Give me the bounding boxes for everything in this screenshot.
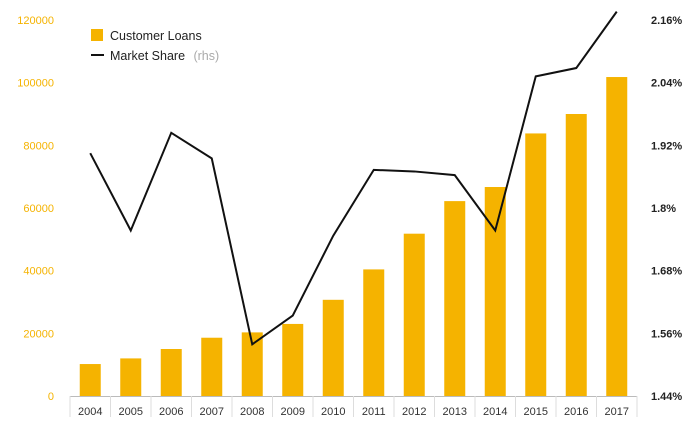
market-share-line bbox=[89, 11, 618, 346]
y-left-tick-label: 120000 bbox=[17, 15, 54, 27]
y-right-tick-label: 1.68% bbox=[651, 266, 682, 278]
x-tick-label-2005: 2005 bbox=[119, 406, 143, 418]
x-tick-label-2011: 2011 bbox=[362, 406, 386, 418]
y-left-tick-label: 80000 bbox=[23, 140, 54, 152]
x-tick-label-2017: 2017 bbox=[605, 406, 629, 418]
y-left-tick-label: 20000 bbox=[23, 328, 54, 340]
line-layer bbox=[89, 11, 618, 346]
legend-label-market-share-group: Market Share (rhs) bbox=[110, 47, 219, 64]
x-tick-label-2012: 2012 bbox=[402, 406, 426, 418]
x-tick-label-2015: 2015 bbox=[524, 406, 548, 418]
bar-2012 bbox=[403, 233, 425, 396]
y-left-tick-label: 0 bbox=[48, 391, 54, 403]
bar-2014 bbox=[484, 187, 506, 396]
bar-2005 bbox=[120, 358, 142, 396]
y-right-tick-label: 1.92% bbox=[651, 140, 682, 152]
bar-2016 bbox=[565, 114, 587, 396]
bar-2017 bbox=[606, 77, 628, 396]
legend-label-customer-loans: Customer Loans bbox=[110, 29, 202, 43]
bar-2009 bbox=[282, 323, 304, 396]
x-tick-label-2004: 2004 bbox=[78, 406, 102, 418]
y-right-tick-label: 2.16% bbox=[651, 15, 682, 27]
x-tick-label-2009: 2009 bbox=[281, 406, 305, 418]
x-tick-label-2006: 2006 bbox=[159, 406, 183, 418]
x-tick-label-2014: 2014 bbox=[483, 406, 507, 418]
y-right-tick-label: 1.44% bbox=[651, 391, 682, 403]
y-right-tick-label: 2.04% bbox=[651, 78, 682, 90]
y-left-tick-label: 40000 bbox=[23, 266, 54, 278]
bar-2008 bbox=[241, 332, 263, 396]
bar-2004 bbox=[79, 364, 101, 396]
y-left-tick-label: 60000 bbox=[23, 203, 54, 215]
legend-swatch-customer-loans bbox=[91, 29, 103, 41]
bar-2013 bbox=[444, 201, 466, 396]
bar-2015 bbox=[525, 133, 547, 396]
bar-2006 bbox=[160, 349, 182, 396]
legend-note-rhs: (rhs) bbox=[193, 49, 219, 63]
bars-layer bbox=[79, 77, 628, 396]
x-tick-label-2010: 2010 bbox=[321, 406, 345, 418]
bar-2010 bbox=[322, 299, 344, 396]
x-tick-label-2007: 2007 bbox=[200, 406, 224, 418]
legend-label-market-share: Market Share bbox=[110, 49, 185, 63]
x-tick-label-2013: 2013 bbox=[443, 406, 467, 418]
x-tick-label-2008: 2008 bbox=[240, 406, 264, 418]
bar-2011 bbox=[363, 269, 385, 396]
legend: Customer Loans Market Share (rhs) bbox=[91, 29, 219, 64]
x-tick-label-2016: 2016 bbox=[564, 406, 588, 418]
y-right-tick-label: 1.8% bbox=[651, 203, 676, 215]
y-left-tick-label: 100000 bbox=[17, 78, 54, 90]
y-right-tick-label: 1.56% bbox=[651, 328, 682, 340]
bar-2007 bbox=[201, 337, 223, 396]
axes-layer: 2004 2005 2006 2007 2008 2009 2010 2011 2012 2013… bbox=[17, 15, 682, 418]
